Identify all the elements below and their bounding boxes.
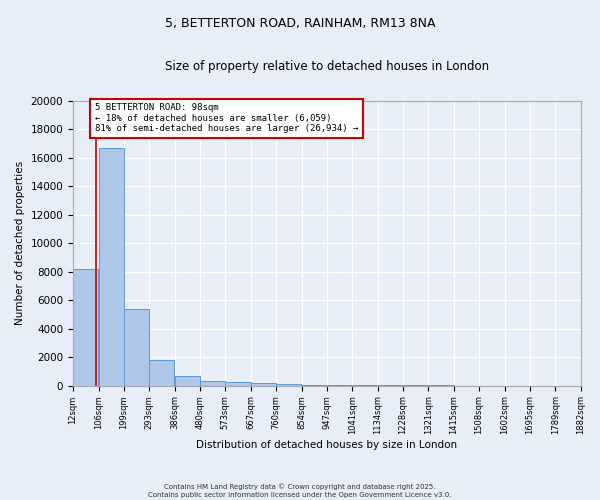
Bar [149,360,175,386]
Bar [251,384,276,386]
Bar [175,376,200,386]
Bar [98,148,124,386]
Bar [302,385,326,386]
Bar [73,268,98,386]
Y-axis label: Number of detached properties: Number of detached properties [15,161,25,325]
X-axis label: Distribution of detached houses by size in London: Distribution of detached houses by size … [196,440,457,450]
Text: 5, BETTERTON ROAD, RAINHAM, RM13 8NA: 5, BETTERTON ROAD, RAINHAM, RM13 8NA [165,18,435,30]
Text: 5 BETTERTON ROAD: 98sqm
← 18% of detached houses are smaller (6,059)
81% of semi: 5 BETTERTON ROAD: 98sqm ← 18% of detache… [95,104,358,133]
Bar [226,382,251,386]
Bar [124,308,149,386]
Title: Size of property relative to detached houses in London: Size of property relative to detached ho… [165,60,489,73]
Text: Contains HM Land Registry data © Crown copyright and database right 2025.
Contai: Contains HM Land Registry data © Crown c… [148,484,452,498]
Bar [200,380,225,386]
Bar [276,384,301,386]
